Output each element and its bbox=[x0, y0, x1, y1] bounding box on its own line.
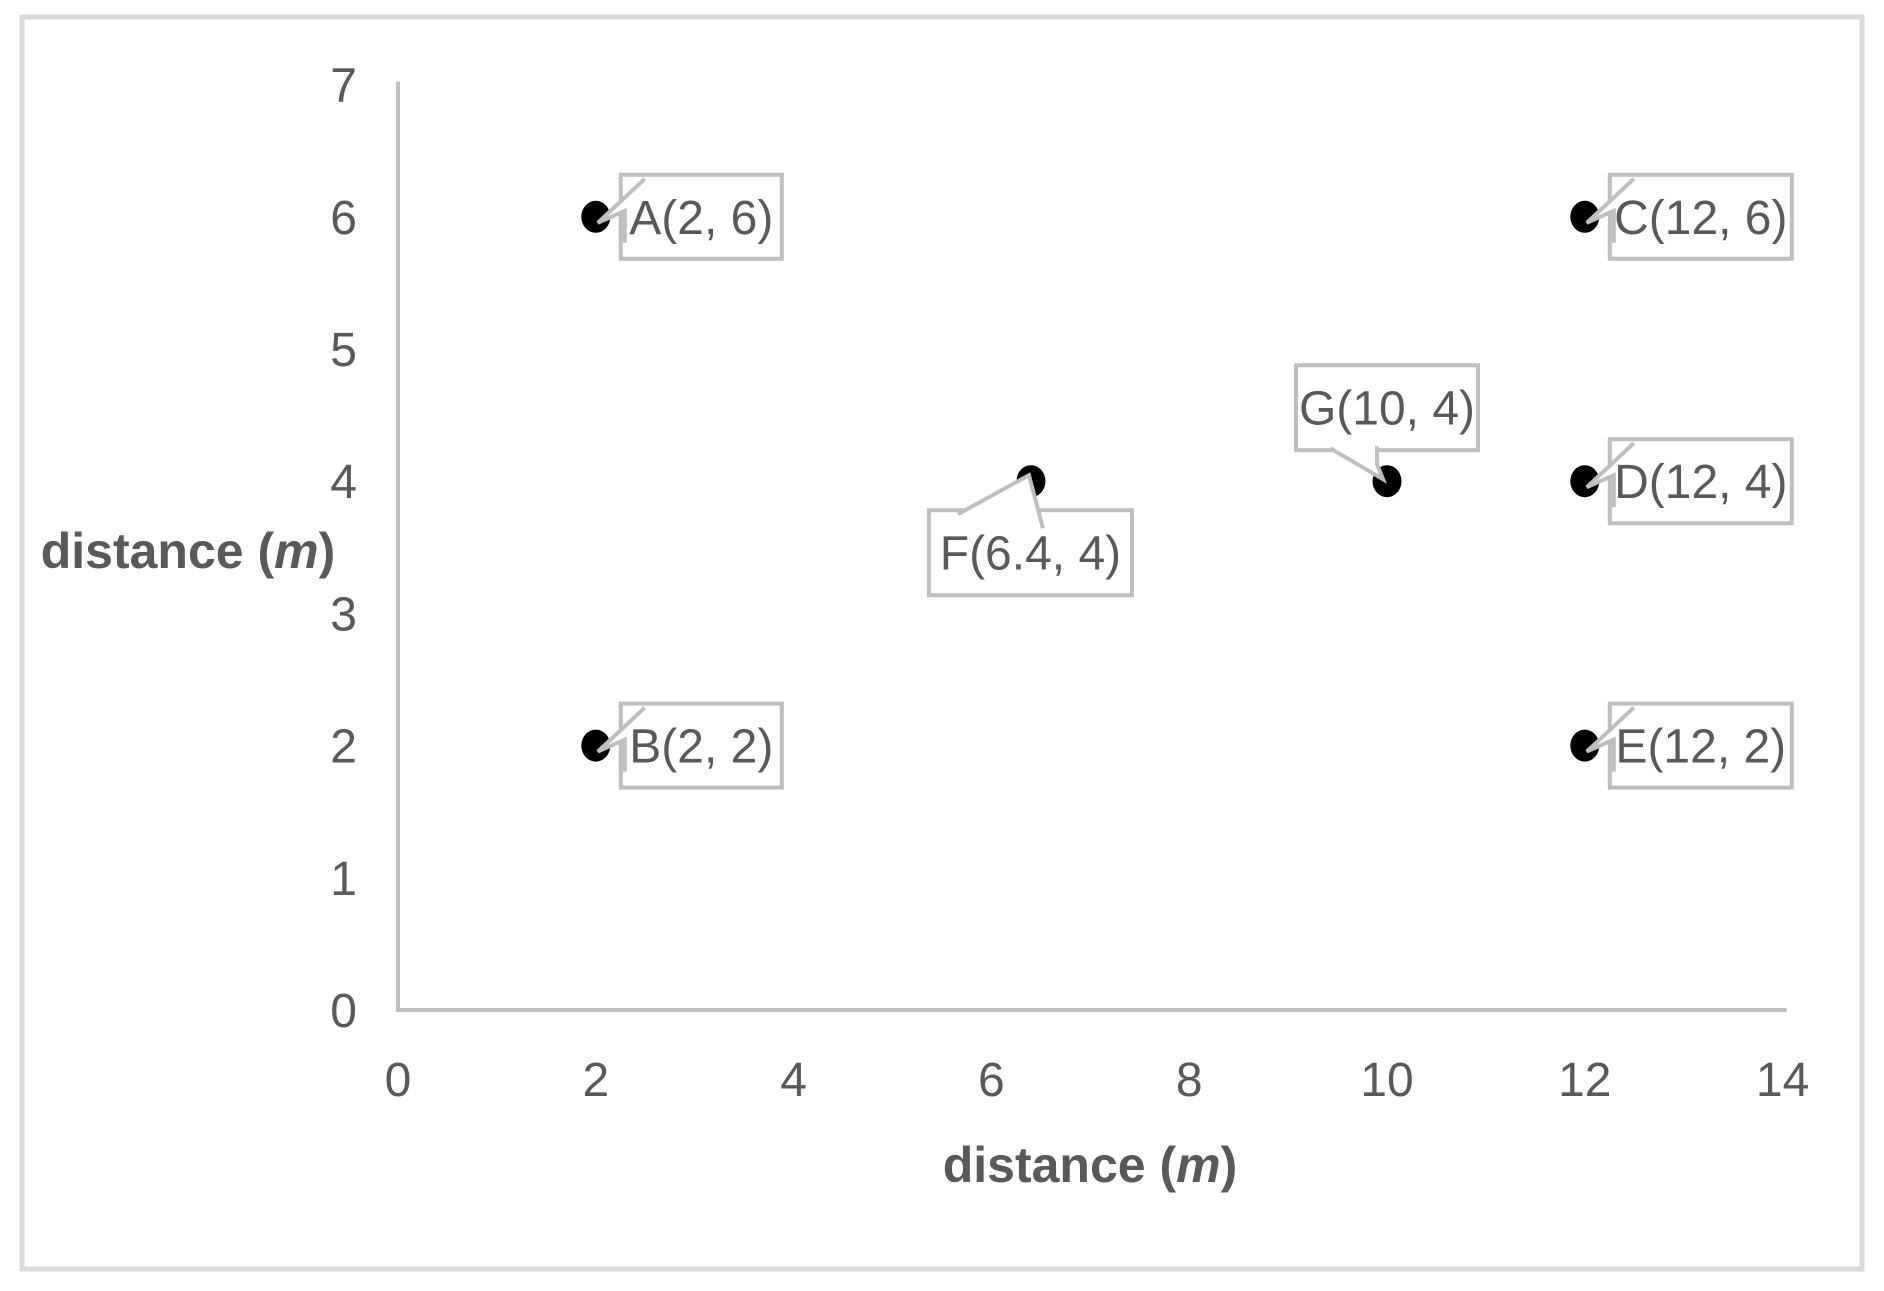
data-point-group-d: D(12, 4) bbox=[1570, 437, 1794, 526]
point-callout: D(12, 4) bbox=[1585, 437, 1794, 526]
data-point bbox=[581, 200, 611, 233]
x-tick-label: 14 bbox=[1756, 1054, 1809, 1107]
point-callout: G(10, 4) bbox=[1294, 363, 1480, 484]
callout-label: A(2, 6) bbox=[629, 192, 773, 245]
x-tick-label: 8 bbox=[1176, 1054, 1203, 1107]
callout-tail-fill bbox=[957, 475, 1045, 529]
y-tick-label: 0 bbox=[330, 985, 357, 1038]
y-tick-label: 3 bbox=[330, 588, 357, 641]
callout-label: C(12, 6) bbox=[1614, 192, 1787, 245]
data-point-group-c: C(12, 6) bbox=[1570, 172, 1794, 261]
callout-tail-outline bbox=[1585, 706, 1636, 772]
point-callout: F(6.4, 4) bbox=[926, 472, 1134, 598]
callout-tail-outline bbox=[956, 472, 1045, 529]
data-point-group-a: A(2, 6) bbox=[581, 172, 784, 261]
callout-box bbox=[1294, 363, 1480, 453]
x-axis-title: distance (m) bbox=[943, 1137, 1238, 1193]
x-tick-label: 4 bbox=[780, 1054, 807, 1107]
data-point bbox=[1570, 729, 1600, 762]
data-point-group-g: G(10, 4) bbox=[1294, 363, 1480, 498]
y-tick-label: 2 bbox=[330, 721, 357, 774]
data-point-group-f: F(6.4, 4) bbox=[926, 465, 1134, 598]
point-callout: E(12, 2) bbox=[1585, 701, 1794, 790]
point-callout: C(12, 6) bbox=[1585, 172, 1794, 261]
callout-box bbox=[1607, 701, 1794, 790]
callout-label: F(6.4, 4) bbox=[940, 528, 1121, 581]
callout-label: D(12, 4) bbox=[1614, 456, 1787, 509]
callout-label: E(12, 2) bbox=[1615, 721, 1786, 774]
callout-tail-outline bbox=[1585, 177, 1636, 243]
chart-frame bbox=[19, 14, 1865, 1272]
callout-box bbox=[926, 508, 1134, 598]
x-tick-label: 10 bbox=[1360, 1054, 1413, 1107]
point-callout: A(2, 6) bbox=[596, 172, 784, 261]
callout-tail-outline bbox=[596, 706, 647, 772]
x-tick-label: 2 bbox=[582, 1054, 609, 1107]
callout-box bbox=[1607, 172, 1794, 261]
y-tick-label: 7 bbox=[330, 60, 357, 113]
callout-tail-outline bbox=[1328, 446, 1388, 484]
point-callout: B(2, 2) bbox=[596, 701, 784, 790]
callout-box bbox=[618, 172, 784, 261]
x-tick-label: 0 bbox=[385, 1054, 412, 1107]
data-point-group-b: B(2, 2) bbox=[581, 701, 784, 790]
y-tick-label: 4 bbox=[330, 456, 357, 509]
y-tick-label: 5 bbox=[330, 324, 357, 377]
callout-box bbox=[618, 701, 784, 790]
callout-label: B(2, 2) bbox=[629, 721, 773, 774]
data-point bbox=[1570, 200, 1600, 233]
x-tick-label: 12 bbox=[1558, 1054, 1611, 1107]
data-point-group-e: E(12, 2) bbox=[1570, 701, 1794, 790]
callout-tail-outline bbox=[1585, 441, 1636, 508]
data-point bbox=[581, 729, 611, 762]
x-tick-label: 6 bbox=[978, 1054, 1005, 1107]
y-tick-label: 1 bbox=[330, 853, 357, 906]
y-axis-title: distance (m) bbox=[41, 523, 336, 579]
data-point bbox=[1570, 465, 1600, 498]
callout-box bbox=[1607, 437, 1794, 526]
y-tick-label: 6 bbox=[330, 192, 357, 245]
callout-tail-outline bbox=[596, 177, 647, 243]
callout-label: G(10, 4) bbox=[1299, 383, 1475, 436]
